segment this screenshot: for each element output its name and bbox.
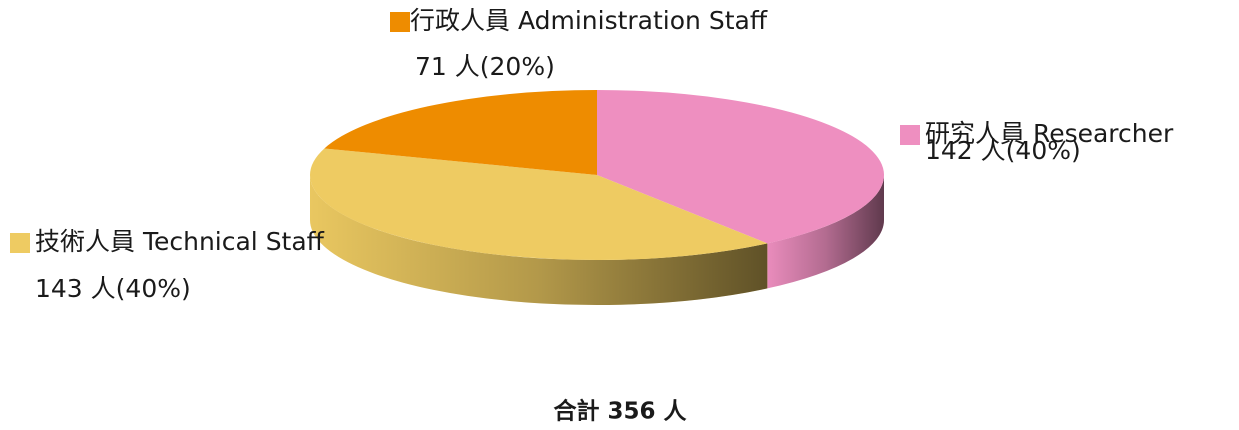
value-label: 71 人(20%) (415, 52, 555, 81)
total-annotation: 合計 356 人 (553, 398, 687, 425)
slice (309, 148, 768, 260)
legend-swatch (390, 12, 410, 32)
pie-sides (310, 175, 884, 305)
label-name: 研究人員 Researcher (925, 119, 1174, 148)
slice (324, 90, 597, 175)
legend-swatch (10, 233, 30, 253)
pie-tops (309, 90, 884, 260)
slice-side-shade (310, 175, 768, 305)
label-name: 技術人員 Technical Staff (35, 227, 325, 256)
value-label: 143 人(40%) (35, 274, 191, 303)
legend-swatch (900, 125, 920, 145)
value-label: 142 人(40%) (925, 136, 1081, 165)
label-name: 行政人員 Administration Staff (410, 6, 768, 35)
slice-side-shade (767, 175, 884, 289)
slice (597, 90, 884, 244)
